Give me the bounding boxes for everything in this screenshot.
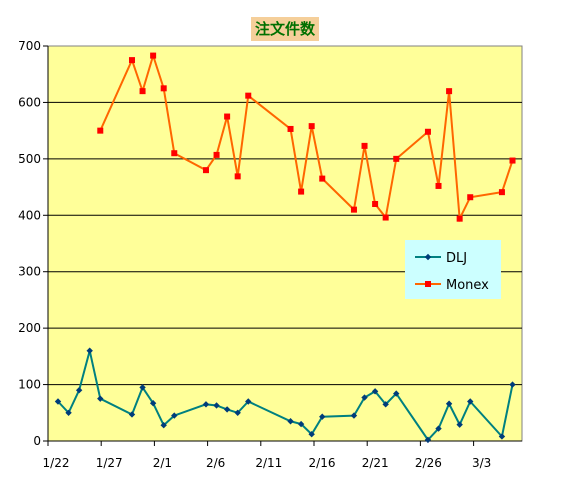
y-tick-label: 400 [18, 208, 41, 222]
data-point-dlj [202, 401, 210, 408]
data-point-monex [350, 206, 357, 213]
data-point-monex [382, 214, 389, 221]
data-point-monex [245, 92, 252, 99]
data-point-monex [202, 167, 209, 174]
data-point-dlj [75, 387, 83, 394]
data-point-dlj [245, 398, 252, 405]
data-point-monex [498, 189, 505, 196]
data-point-monex [224, 113, 231, 120]
data-point-dlj [509, 381, 516, 388]
data-point-monex [435, 182, 442, 189]
data-point-monex [150, 52, 157, 59]
data-point-dlj [234, 409, 241, 416]
data-point-monex [446, 88, 453, 95]
data-point-monex [509, 157, 516, 164]
data-point-monex [393, 155, 400, 162]
x-tick-label: 2/16 [309, 456, 336, 470]
data-point-dlj [319, 413, 326, 420]
x-tick-label: 2/26 [415, 456, 442, 470]
legend-marker-monex [425, 281, 431, 287]
data-point-dlj [297, 420, 305, 428]
data-point-monex [171, 150, 178, 157]
x-tick-label: 1/22 [43, 456, 70, 470]
data-point-dlj [128, 411, 136, 418]
data-point-dlj [65, 409, 72, 416]
data-point-dlj [456, 421, 463, 428]
chart-title: 注文件数 [251, 17, 320, 41]
data-point-monex [287, 125, 294, 132]
data-point-dlj [424, 436, 432, 444]
data-point-dlj [435, 425, 442, 432]
data-point-dlj [361, 394, 368, 401]
data-point-dlj [160, 422, 167, 429]
data-point-dlj [97, 395, 104, 402]
data-point-dlj [467, 398, 474, 405]
data-point-dlj [308, 431, 315, 438]
data-point-dlj [86, 347, 93, 354]
data-point-monex [234, 173, 241, 180]
data-point-dlj [54, 398, 62, 405]
data-point-monex [361, 142, 368, 149]
data-point-dlj [445, 400, 453, 407]
data-point-dlj [498, 433, 506, 440]
data-point-dlj [382, 401, 389, 408]
data-point-dlj [223, 406, 231, 413]
data-point-dlj [149, 399, 157, 407]
data-point-monex [160, 85, 167, 92]
data-point-dlj [171, 412, 178, 419]
data-point-monex [298, 188, 305, 195]
data-point-monex [319, 175, 326, 182]
x-tick-label: 2/11 [255, 456, 282, 470]
data-point-dlj [213, 402, 220, 409]
legend-label-monex: Monex [446, 278, 489, 293]
y-tick-label: 600 [18, 95, 41, 109]
data-point-dlj [287, 418, 294, 425]
x-tick-label: 3/3 [472, 456, 491, 470]
data-point-monex [97, 127, 104, 134]
x-tick-label: 1/27 [96, 456, 123, 470]
legend-marker-dlj [424, 253, 432, 261]
data-point-monex [456, 215, 463, 222]
data-point-monex [467, 194, 474, 201]
legend-label-dlj: DLJ [446, 251, 467, 266]
y-tick-label: 200 [18, 321, 41, 335]
y-tick-label: 100 [18, 378, 41, 392]
y-tick-label: 0 [33, 434, 41, 448]
data-point-dlj [350, 412, 358, 419]
data-point-monex [139, 88, 146, 95]
y-tick-label: 700 [18, 39, 41, 53]
data-point-monex [424, 128, 431, 135]
data-point-monex [372, 201, 379, 207]
y-tick-label: 500 [18, 152, 41, 166]
y-tick-label: 300 [18, 265, 41, 279]
data-point-monex [128, 57, 135, 64]
x-tick-label: 2/6 [206, 456, 225, 470]
data-point-dlj [139, 384, 146, 391]
legend-box [405, 240, 501, 299]
x-tick-label: 2/1 [153, 456, 172, 470]
data-point-monex [308, 123, 315, 130]
x-tick-label: 2/21 [362, 456, 389, 470]
data-point-monex [213, 151, 220, 158]
data-point-dlj [393, 390, 400, 397]
data-point-dlj [371, 388, 379, 395]
